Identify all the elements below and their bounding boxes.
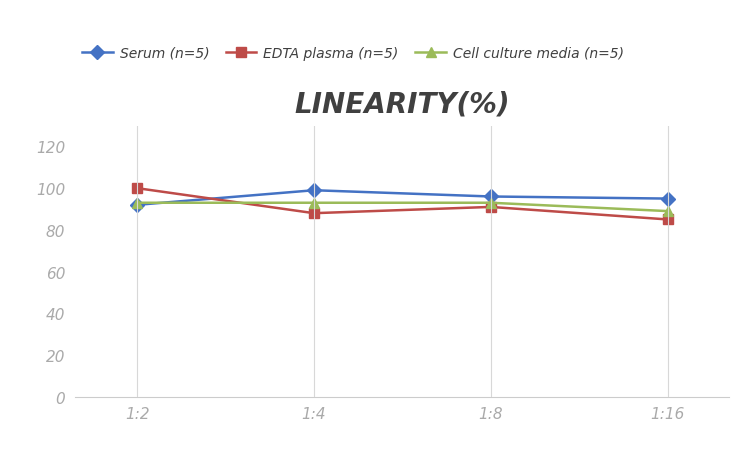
Cell culture media (n=5) [663, 209, 672, 214]
Serum (n=5) [487, 194, 496, 200]
Cell culture media (n=5) [132, 201, 141, 206]
Line: EDTA plasma (n=5): EDTA plasma (n=5) [132, 184, 672, 225]
Title: LINEARITY(%): LINEARITY(%) [295, 91, 510, 119]
EDTA plasma (n=5) [663, 217, 672, 223]
Legend: Serum (n=5), EDTA plasma (n=5), Cell culture media (n=5): Serum (n=5), EDTA plasma (n=5), Cell cul… [82, 46, 624, 60]
EDTA plasma (n=5) [132, 186, 141, 191]
EDTA plasma (n=5) [487, 205, 496, 210]
Serum (n=5) [309, 188, 318, 193]
Line: Cell culture media (n=5): Cell culture media (n=5) [132, 198, 672, 216]
EDTA plasma (n=5) [309, 211, 318, 216]
Serum (n=5) [132, 202, 141, 208]
Serum (n=5) [663, 197, 672, 202]
Cell culture media (n=5) [487, 201, 496, 206]
Cell culture media (n=5) [309, 201, 318, 206]
Line: Serum (n=5): Serum (n=5) [132, 186, 672, 210]
